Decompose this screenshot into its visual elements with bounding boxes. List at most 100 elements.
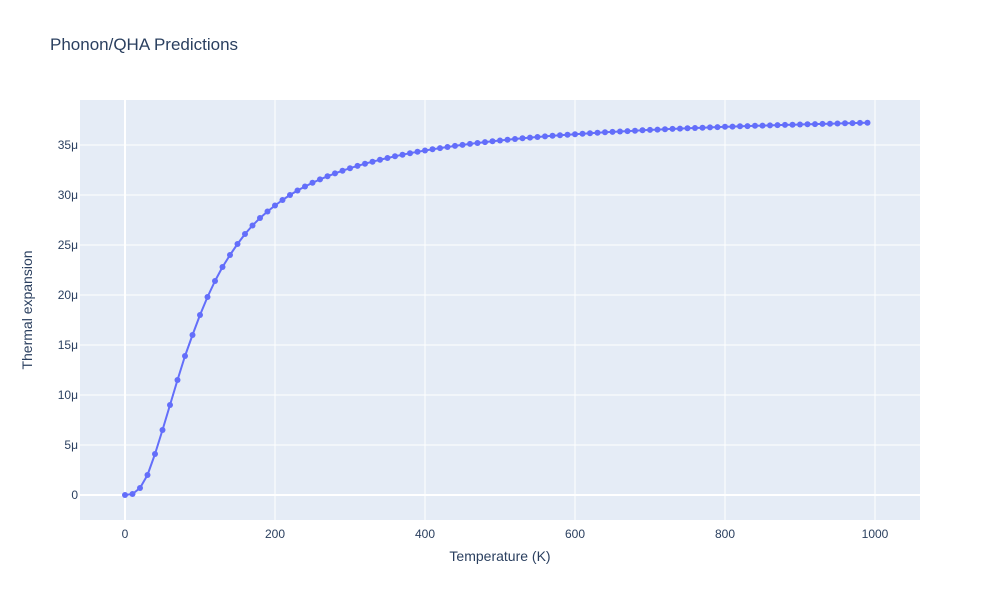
data-point [272,202,278,209]
data-point [459,141,466,148]
y-tick-label: 25μ [58,238,78,252]
data-point [639,127,646,134]
data-point [759,122,766,129]
data-point [834,120,841,127]
y-tick-label: 0 [71,488,78,502]
data-point [174,377,181,383]
data-point [557,132,563,139]
data-point [819,120,826,127]
data-point [422,147,428,154]
data-point [564,131,571,138]
data-point [474,140,481,146]
data-point [152,451,158,457]
data-point [294,187,301,194]
data-point [684,125,691,132]
data-point [287,192,293,198]
x-tick-label: 1000 [862,527,889,541]
x-tick-label: 400 [415,527,435,541]
data-point [864,119,871,126]
data-point [752,122,758,129]
data-point [489,138,496,145]
y-tick-label: 30μ [58,188,78,202]
data-point [167,402,173,408]
data-point [332,170,338,177]
data-point [497,137,503,144]
series-layer [122,119,871,498]
data-point [632,127,638,134]
data-point [362,160,368,167]
data-point [677,125,683,132]
data-point [594,129,601,136]
x-axis-title: Temperature (K) [449,548,550,564]
data-point [309,179,316,186]
y-tick-label: 10μ [58,388,78,402]
x-tick-label: 200 [265,527,285,541]
data-point [797,121,803,128]
data-point [227,252,233,258]
data-point [729,123,736,130]
data-point [482,139,488,146]
x-tick-labels: 0 200 400 600 800 1000 [122,527,889,541]
data-point [512,136,518,142]
data-point [354,162,361,169]
data-point [377,156,383,163]
data-point [519,135,526,142]
data-point [264,208,271,215]
data-point [429,146,436,153]
y-tick-label: 35μ [58,138,78,152]
data-point [587,130,593,137]
data-point [579,130,586,137]
data-point [407,150,413,157]
data-point [339,167,346,174]
data-point [129,491,136,497]
data-point [609,128,616,135]
data-point [722,123,728,130]
y-tick-labels: 0 5μ 10μ 15μ 20μ 25μ 30μ 35μ [58,138,79,502]
data-point [257,215,263,221]
data-point [857,119,863,126]
data-point [744,123,751,130]
data-point [212,278,218,284]
x-tick-label: 0 [122,527,129,541]
data-point [324,173,331,180]
data-point [692,125,698,131]
data-point [549,132,556,139]
data-point [249,222,256,229]
data-point [347,165,353,172]
data-point [812,121,818,128]
data-point [197,312,203,318]
data-point [534,134,541,140]
data-point [714,124,721,131]
data-point [399,151,406,158]
data-point [527,134,533,141]
data-point [137,485,143,491]
data-point [669,125,676,132]
data-point [159,427,166,433]
data-point [827,120,833,127]
data-point [572,131,578,138]
series-line [124,121,868,496]
data-point [737,123,743,130]
gridlines [80,100,920,520]
y-axis-title: Thermal expansion [19,250,35,369]
data-point [384,155,391,161]
data-point [699,124,706,131]
data-point [789,121,796,128]
data-point [392,153,398,160]
data-point [189,332,196,338]
data-point [617,128,623,135]
data-point [219,264,226,270]
zero-line [80,100,920,520]
data-point [452,142,458,149]
data-point [437,145,443,152]
y-tick-label: 20μ [58,288,78,302]
data-point [774,122,781,129]
data-point [414,148,421,155]
data-point [369,158,376,165]
data-point [767,122,773,129]
data-point [204,294,211,300]
y-tick-label: 5μ [64,438,78,452]
data-point [279,197,286,203]
data-point [467,140,473,147]
